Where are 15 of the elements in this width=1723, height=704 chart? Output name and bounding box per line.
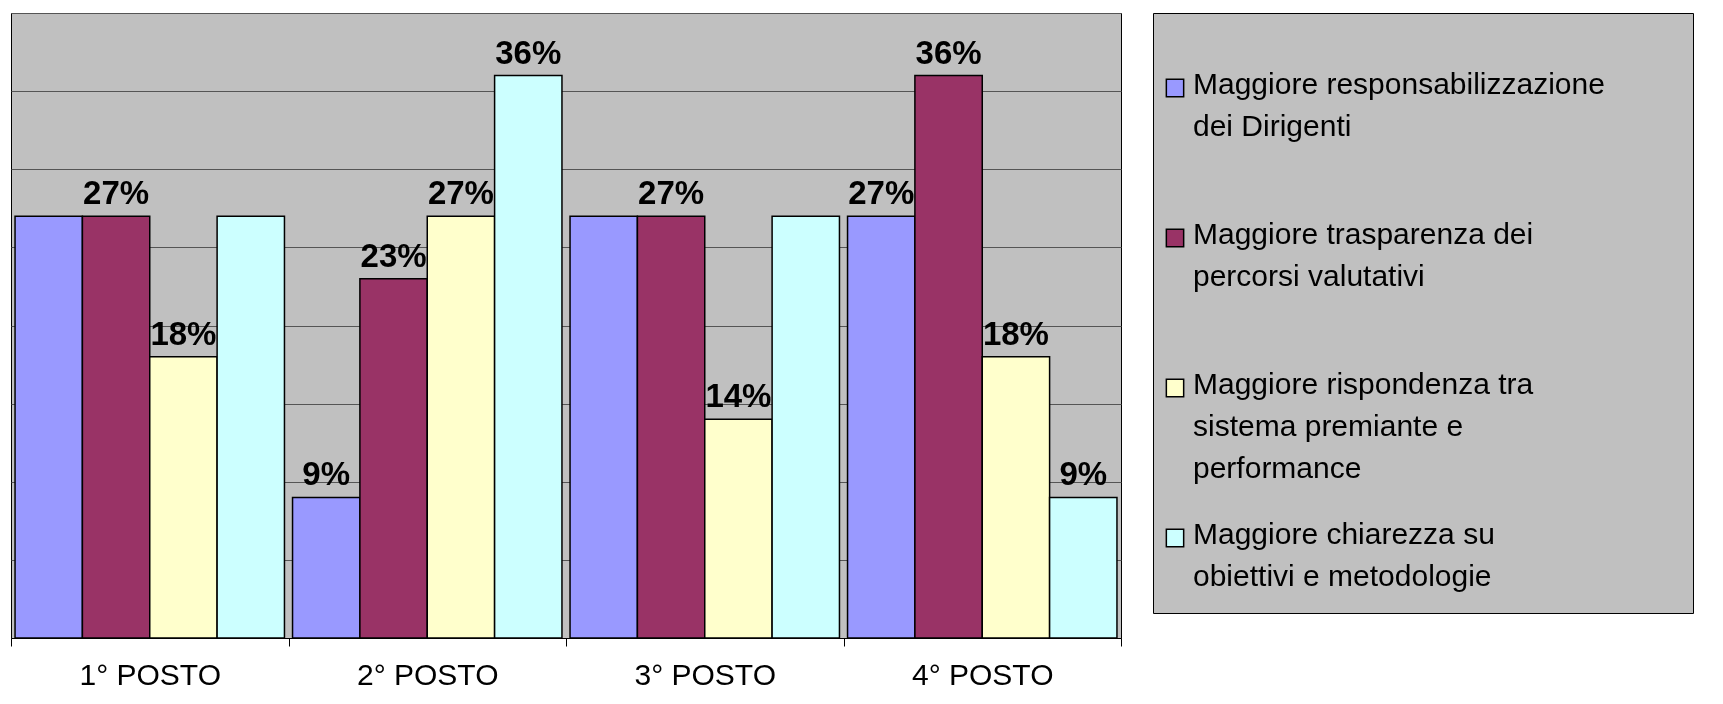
- data-label: 23%: [360, 236, 427, 274]
- x-tick-label: 3° POSTO: [634, 657, 776, 691]
- x-tick-label: 1° POSTO: [79, 657, 221, 691]
- data-label: 27%: [427, 174, 494, 212]
- legend-label: Maggiore rispondenza tra sistema premiante e performance: [1193, 367, 1534, 484]
- data-label: 36%: [915, 33, 982, 71]
- legend-label: Maggiore chiarezza su obiettivi e metodologie: [1193, 517, 1495, 592]
- data-label: 36%: [495, 33, 562, 71]
- legend-label: Maggiore responsabilizzazione dei Dirigenti: [1193, 67, 1605, 142]
- x-tick-label: 4° POSTO: [912, 657, 1054, 691]
- data-label: 27%: [83, 174, 150, 212]
- x-tick-label: 2° POSTO: [357, 657, 499, 691]
- legend-label: Maggiore trasparenza dei percorsi valutativi: [1193, 217, 1534, 292]
- data-label: 27%: [848, 174, 915, 212]
- data-label: 27%: [638, 174, 705, 212]
